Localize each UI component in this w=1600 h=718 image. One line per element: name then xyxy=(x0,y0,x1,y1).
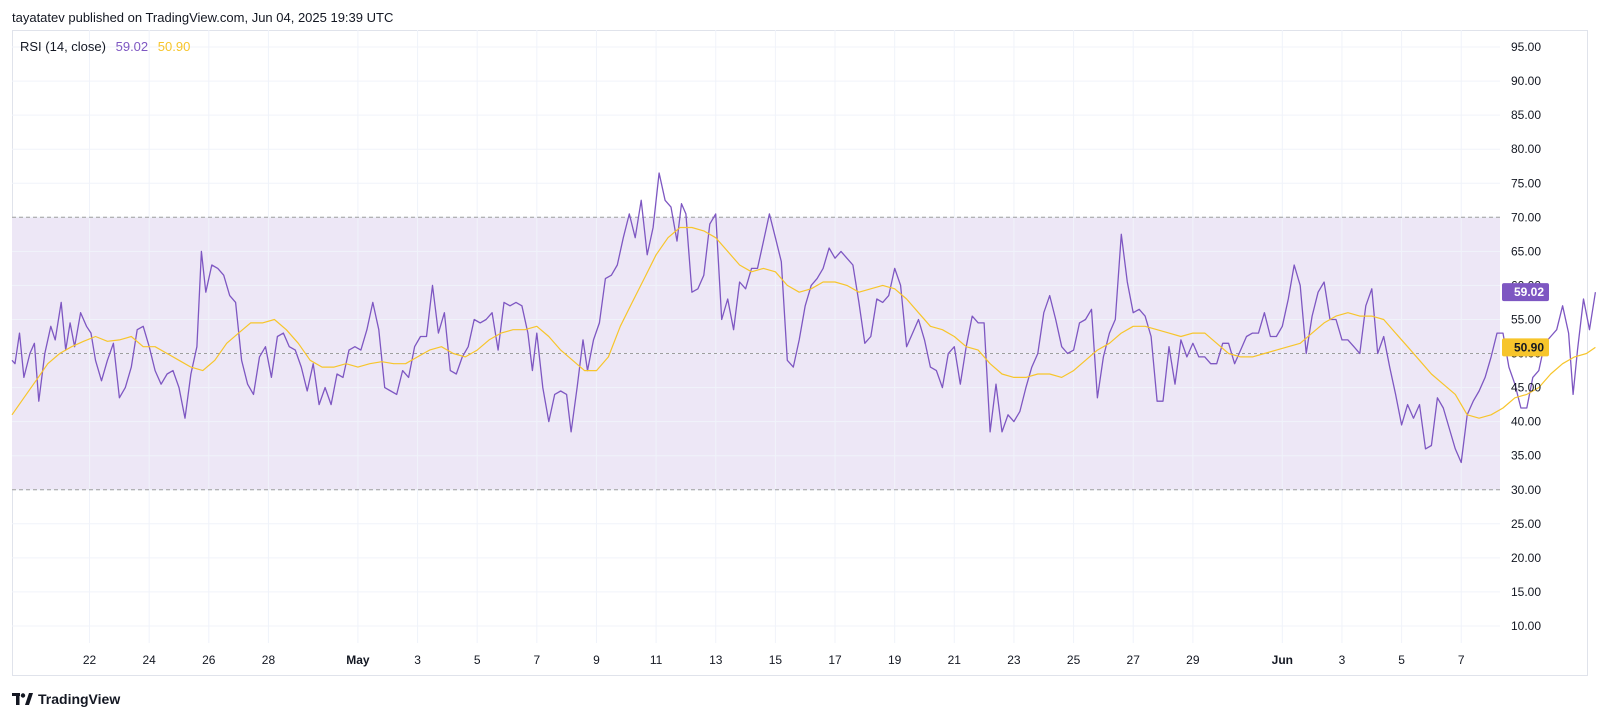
x-tick-label: 22 xyxy=(83,653,97,667)
x-tick-label: 11 xyxy=(650,653,663,667)
y-tick-label: 25.00 xyxy=(1511,517,1541,531)
y-tick-label: 15.00 xyxy=(1511,585,1541,599)
y-tick-label: 30.00 xyxy=(1511,483,1541,497)
rsi-line[interactable] xyxy=(11,172,1597,464)
y-tick-label: 70.00 xyxy=(1511,210,1541,224)
x-tick-label: May xyxy=(346,653,370,667)
x-tick-label: 3 xyxy=(414,653,421,667)
rsi-last-value-badge xyxy=(1502,283,1549,302)
y-tick-label: 20.00 xyxy=(1511,551,1541,565)
x-tick-label: 5 xyxy=(1398,653,1405,667)
y-tick-label: 90.00 xyxy=(1511,74,1541,88)
x-tick-label: 9 xyxy=(593,653,600,667)
rsi-legend-value: 59.02 xyxy=(115,39,149,54)
y-tick-label: 75.00 xyxy=(1511,176,1541,190)
y-tick-label: 10.00 xyxy=(1511,619,1541,633)
ma-last-value-badge-text: 50.90 xyxy=(1514,340,1544,354)
x-tick-label: 29 xyxy=(1186,653,1200,667)
x-tick-label: 26 xyxy=(202,653,216,667)
y-tick-label: 40.00 xyxy=(1511,415,1541,429)
x-tick-label: 27 xyxy=(1127,653,1141,667)
ma-last-value-badge xyxy=(1502,338,1549,357)
x-tick-label: 19 xyxy=(888,653,902,667)
y-tick-label: 95.00 xyxy=(1511,40,1541,54)
x-tick-label: 17 xyxy=(828,653,842,667)
x-tick-label: 23 xyxy=(1007,653,1021,667)
x-tick-label: 3 xyxy=(1339,653,1346,667)
x-tick-label: 25 xyxy=(1067,653,1081,667)
rsi-ma-line[interactable] xyxy=(11,226,1596,419)
rsi-last-value-badge-text: 59.02 xyxy=(1514,285,1544,299)
publish-attribution: tayatatev published on TradingView.com, … xyxy=(12,10,394,25)
indicator-label: RSI (14, close) xyxy=(20,39,106,54)
y-tick-label: 45.00 xyxy=(1511,381,1541,395)
y-tick-label: 35.00 xyxy=(1511,449,1541,463)
tradingview-logo[interactable]: TradingView xyxy=(12,691,120,707)
x-tick-label: 7 xyxy=(1458,653,1465,667)
x-tick-label: Jun xyxy=(1272,653,1293,667)
x-tick-label: 21 xyxy=(948,653,962,667)
x-tick-label: 13 xyxy=(709,653,723,667)
x-tick-label: 15 xyxy=(769,653,783,667)
y-tick-label: 80.00 xyxy=(1511,142,1541,156)
x-tick-label: 24 xyxy=(142,653,156,667)
tradingview-brand: TradingView xyxy=(38,691,121,707)
y-tick-label: 65.00 xyxy=(1511,244,1541,258)
y-tick-label: 85.00 xyxy=(1511,108,1541,122)
tradingview-logo-icon xyxy=(12,693,33,705)
indicator-legend[interactable]: RSI (14, close) 59.02 50.90 xyxy=(20,39,190,54)
x-tick-label: 28 xyxy=(262,653,276,667)
x-tick-label: 5 xyxy=(474,653,481,667)
ma-legend-value: 50.90 xyxy=(157,39,191,54)
y-tick-label: 55.00 xyxy=(1511,312,1541,326)
x-tick-label: 7 xyxy=(533,653,540,667)
